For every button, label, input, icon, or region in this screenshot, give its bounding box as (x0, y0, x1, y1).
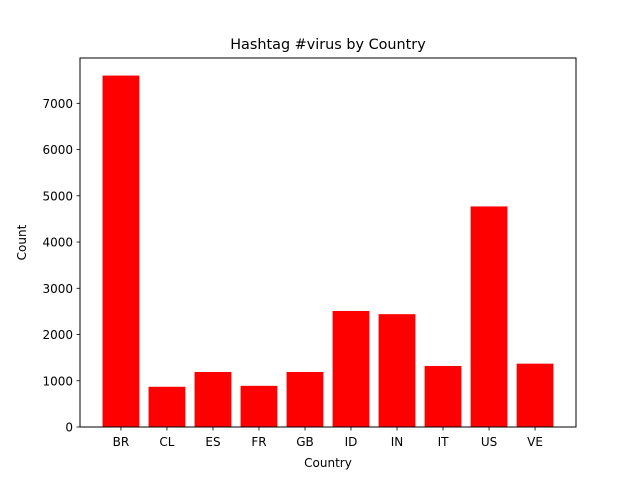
x-tick-label: VE (527, 435, 543, 449)
x-tick-label: ID (345, 435, 358, 449)
bar-in (378, 314, 416, 427)
x-axis-label: Country (304, 456, 352, 470)
x-tick-label: IN (391, 435, 404, 449)
bar-fr (240, 385, 278, 427)
y-tick-label: 7000 (42, 97, 73, 111)
x-tick-label: FR (251, 435, 266, 449)
bars-layer (102, 75, 554, 427)
y-tick-label: 6000 (42, 143, 73, 157)
bar-es (194, 371, 232, 427)
y-axis: 0 1000 2000 3000 4000 5000 6000 7000 (42, 97, 80, 435)
bar-ve (516, 363, 554, 427)
bar-cl (148, 386, 186, 427)
chart-title: Hashtag #virus by Country (230, 37, 426, 53)
y-tick-label: 3000 (42, 282, 73, 296)
y-tick-label: 0 (65, 421, 73, 435)
bar-gb (286, 371, 324, 427)
x-axis: BR CL ES FR GB ID IN IT US VE (113, 427, 543, 449)
x-tick-label: CL (159, 435, 174, 449)
bar-it (424, 365, 462, 427)
x-tick-label: IT (438, 435, 450, 449)
y-tick-label: 1000 (42, 374, 73, 388)
y-tick-label: 2000 (42, 328, 73, 342)
x-tick-label: ES (205, 435, 220, 449)
y-tick-label: 4000 (42, 236, 73, 250)
y-tick-label: 5000 (42, 189, 73, 203)
bar-us (470, 206, 508, 427)
plot-frame (79, 57, 577, 428)
x-tick-label: US (481, 435, 497, 449)
x-tick-label: GB (296, 435, 314, 449)
x-tick-label: BR (113, 435, 130, 449)
bar-br (102, 75, 140, 427)
bar-id (332, 310, 370, 427)
y-axis-label: Count (15, 224, 29, 260)
